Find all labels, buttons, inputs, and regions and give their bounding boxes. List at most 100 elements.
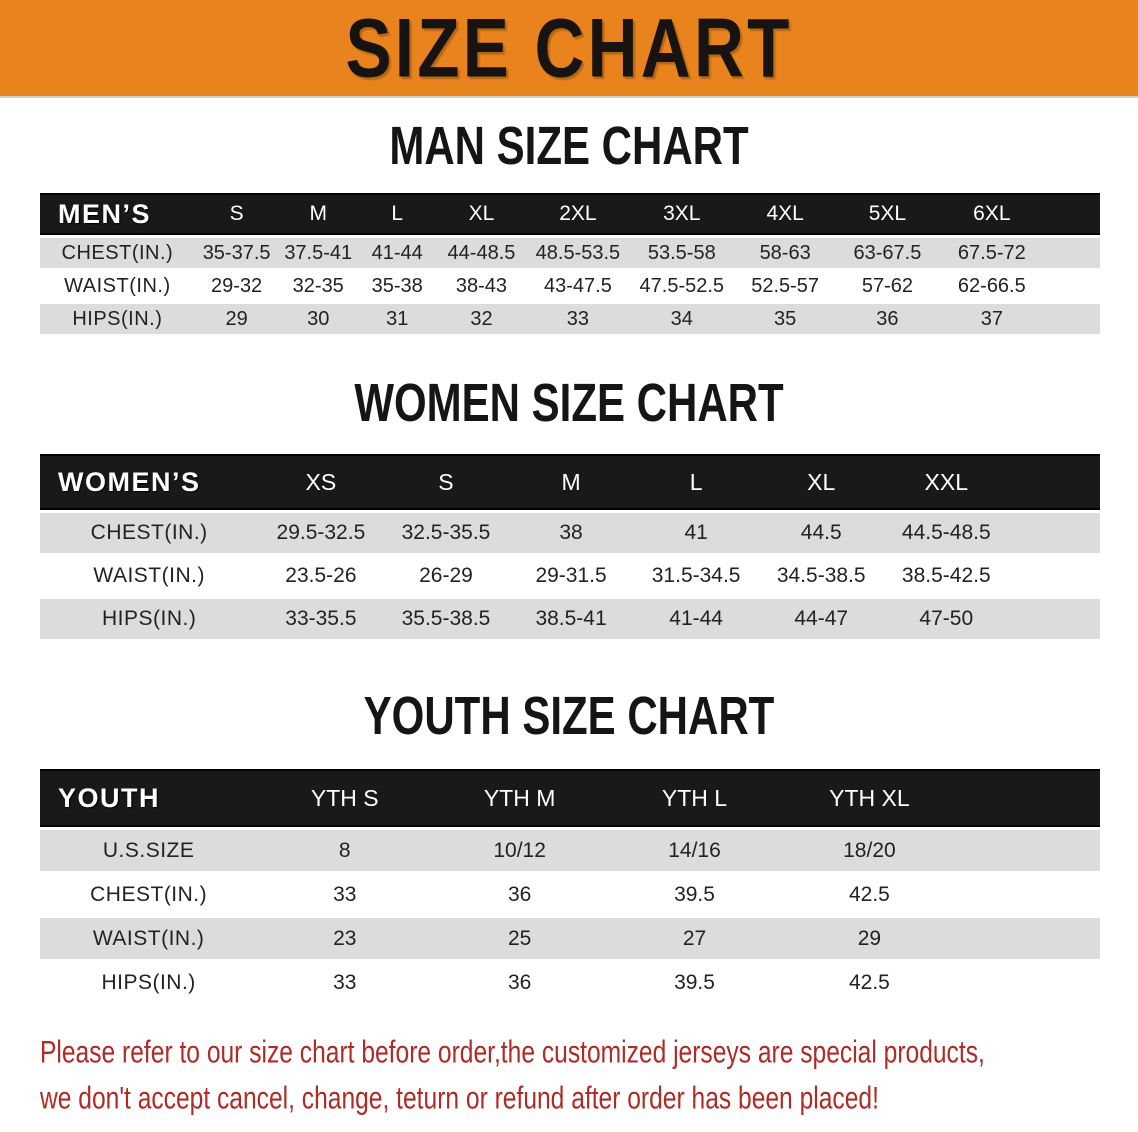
filler-cell xyxy=(956,962,1100,1003)
value-cell: 34.5-38.5 xyxy=(758,556,884,596)
value-cell: 29-31.5 xyxy=(508,556,634,596)
value-cell: 63-67.5 xyxy=(836,238,939,268)
men-size-col-header: 6XL xyxy=(938,193,1045,235)
value-cell: 31.5-34.5 xyxy=(633,556,759,596)
value-cell: 10/12 xyxy=(432,830,608,871)
value-cell: 53.5-58 xyxy=(629,238,735,268)
value-cell: 35.5-38.5 xyxy=(383,599,509,639)
women-hips-row: HIPS(IN.) 33-35.5 35.5-38.5 38.5-41 41-4… xyxy=(40,599,1100,639)
men-heading-text: MAN SIZE CHART xyxy=(389,115,749,176)
value-cell: 44-47 xyxy=(758,599,884,639)
filler-cell xyxy=(1044,304,1100,334)
value-cell: 39.5 xyxy=(607,962,782,1003)
women-heading-text: WOMEN SIZE CHART xyxy=(354,372,784,433)
value-cell: 18/20 xyxy=(781,830,957,871)
value-cell: 67.5-72 xyxy=(938,238,1045,268)
value-cell: 33 xyxy=(526,304,630,334)
value-cell: 52.5-57 xyxy=(734,271,837,301)
men-size-col-header: 4XL xyxy=(734,193,837,235)
value-cell: 31 xyxy=(357,304,437,334)
value-cell: 36 xyxy=(432,962,608,1003)
filler-cell xyxy=(1008,556,1100,596)
women-size-col-header: XS xyxy=(258,454,384,510)
value-cell: 38.5-42.5 xyxy=(883,556,1009,596)
women-size-table: WOMEN’S XS S M L XL XXL CHEST(IN.) 29.5-… xyxy=(40,451,1100,642)
header-filler-cell xyxy=(1044,193,1100,235)
youth-size-col-header: YTH M xyxy=(432,769,608,827)
value-cell: 38 xyxy=(508,513,634,553)
value-cell: 38.5-41 xyxy=(508,599,634,639)
value-cell: 33 xyxy=(257,962,433,1003)
value-cell: 44.5 xyxy=(758,513,884,553)
value-cell: 8 xyxy=(257,830,433,871)
men-table-title: MEN’S xyxy=(40,193,195,235)
women-chest-row: CHEST(IN.) 29.5-32.5 32.5-35.5 38 41 44.… xyxy=(40,513,1100,553)
value-cell: 41 xyxy=(633,513,759,553)
value-cell: 14/16 xyxy=(607,830,782,871)
disclaimer-line-2: we don't accept cancel, change, teturn o… xyxy=(40,1080,879,1116)
value-cell: 29 xyxy=(194,304,279,334)
value-cell: 41-44 xyxy=(357,238,437,268)
row-label: HIPS(IN.) xyxy=(40,599,259,639)
row-label: HIPS(IN.) xyxy=(40,304,195,334)
men-hips-row: HIPS(IN.) 29 30 31 32 33 34 35 36 37 xyxy=(40,304,1100,334)
row-label: CHEST(IN.) xyxy=(40,874,258,915)
row-label: WAIST(IN.) xyxy=(40,918,258,959)
filler-cell xyxy=(1044,271,1100,301)
value-cell: 57-62 xyxy=(836,271,939,301)
youth-chest-row: CHEST(IN.) 33 36 39.5 42.5 xyxy=(40,874,1100,915)
value-cell: 26-29 xyxy=(383,556,509,596)
value-cell: 44.5-48.5 xyxy=(883,513,1009,553)
men-size-col-header: M xyxy=(278,193,358,235)
page-title: SIZE CHART xyxy=(345,1,793,95)
men-size-col-header: L xyxy=(357,193,437,235)
youth-section-heading: YOUTH SIZE CHART xyxy=(0,686,1138,746)
men-size-col-header: S xyxy=(194,193,279,235)
men-size-col-header: XL xyxy=(436,193,527,235)
value-cell: 48.5-53.5 xyxy=(526,238,630,268)
value-cell: 36 xyxy=(836,304,939,334)
value-cell: 37 xyxy=(938,304,1045,334)
youth-header-row: YOUTH YTH S YTH M YTH L YTH XL xyxy=(40,769,1100,827)
youth-hips-row: HIPS(IN.) 33 36 39.5 42.5 xyxy=(40,962,1100,1003)
row-label: HIPS(IN.) xyxy=(40,962,258,1003)
row-label: WAIST(IN.) xyxy=(40,271,195,301)
value-cell: 29-32 xyxy=(194,271,279,301)
value-cell: 35-38 xyxy=(357,271,437,301)
men-section-heading: MAN SIZE CHART xyxy=(0,116,1138,176)
value-cell: 32 xyxy=(436,304,527,334)
youth-size-col-header: YTH L xyxy=(607,769,782,827)
value-cell: 37.5-41 xyxy=(278,238,358,268)
women-size-col-header: XXL xyxy=(883,454,1009,510)
women-size-col-header: S xyxy=(383,454,509,510)
value-cell: 35 xyxy=(734,304,837,334)
filler-cell xyxy=(956,874,1100,915)
men-header-row: MEN’S S M L XL 2XL 3XL 4XL 5XL 6XL xyxy=(40,193,1100,235)
row-label: CHEST(IN.) xyxy=(40,513,259,553)
row-label: U.S.SIZE xyxy=(40,830,258,871)
value-cell: 36 xyxy=(432,874,608,915)
youth-size-table: YOUTH YTH S YTH M YTH L YTH XL U.S.SIZE … xyxy=(40,766,1100,1006)
value-cell: 43-47.5 xyxy=(526,271,630,301)
men-size-col-header: 2XL xyxy=(526,193,630,235)
youth-waist-row: WAIST(IN.) 23 25 27 29 xyxy=(40,918,1100,959)
disclaimer-note: Please refer to our size chart before or… xyxy=(40,1030,1138,1121)
row-label: CHEST(IN.) xyxy=(40,238,195,268)
men-chest-row: CHEST(IN.) 35-37.5 37.5-41 41-44 44-48.5… xyxy=(40,238,1100,268)
value-cell: 41-44 xyxy=(633,599,759,639)
value-cell: 35-37.5 xyxy=(194,238,279,268)
filler-cell xyxy=(956,830,1100,871)
value-cell: 29.5-32.5 xyxy=(258,513,384,553)
women-size-col-header: M xyxy=(508,454,634,510)
disclaimer-line-1: Please refer to our size chart before or… xyxy=(40,1035,985,1070)
value-cell: 47-50 xyxy=(883,599,1009,639)
value-cell: 23 xyxy=(257,918,433,959)
header-filler-cell xyxy=(1008,454,1100,510)
value-cell: 27 xyxy=(607,918,782,959)
value-cell: 62-66.5 xyxy=(938,271,1045,301)
value-cell: 38-43 xyxy=(436,271,527,301)
filler-cell xyxy=(956,918,1100,959)
men-waist-row: WAIST(IN.) 29-32 32-35 35-38 38-43 43-47… xyxy=(40,271,1100,301)
value-cell: 30 xyxy=(278,304,358,334)
value-cell: 58-63 xyxy=(734,238,837,268)
